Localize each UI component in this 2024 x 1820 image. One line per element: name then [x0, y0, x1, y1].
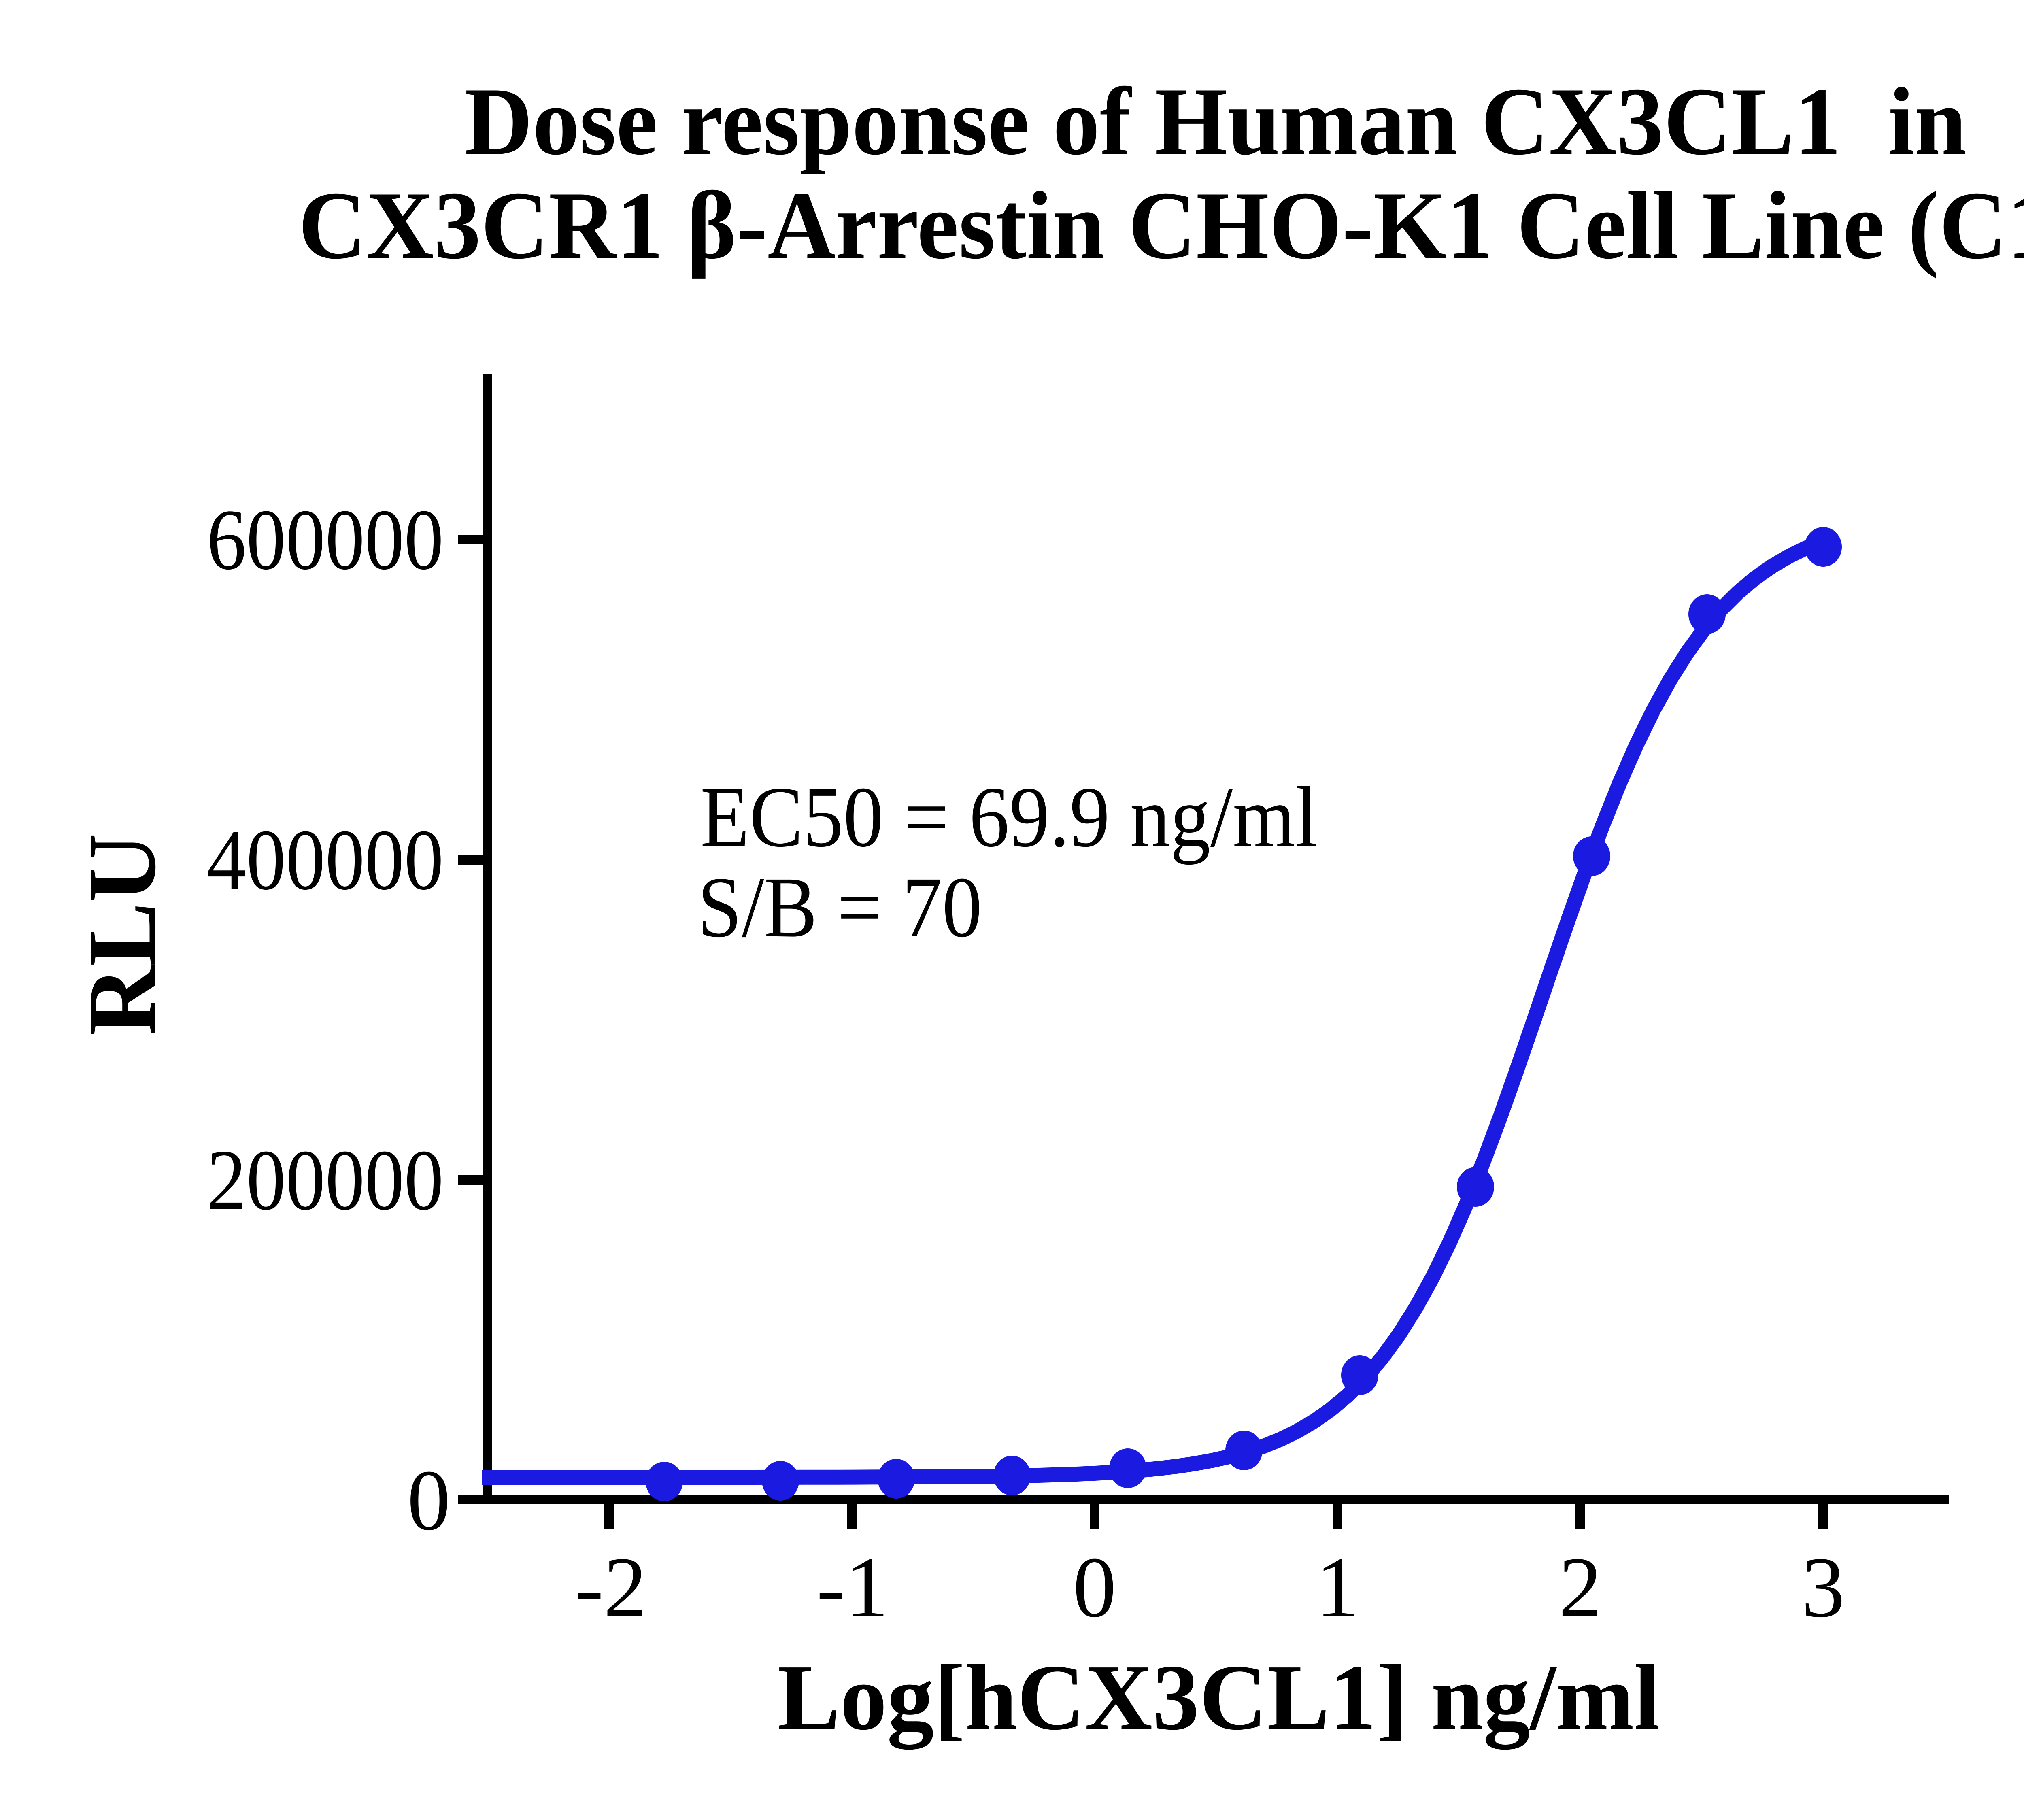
svg-text:RLU: RLU [68, 833, 176, 1035]
svg-text:Log[hCX3CL1] ng/ml: Log[hCX3CL1] ng/ml [778, 1646, 1660, 1750]
svg-text:200000: 200000 [207, 1132, 444, 1228]
svg-text:CX3CR1 β-Arrestin CHO-K1 Cell: CX3CR1 β-Arrestin CHO-K1 Cell Line (C13) [298, 172, 2024, 279]
svg-text:3: 3 [1802, 1539, 1845, 1635]
svg-text:0: 0 [407, 1452, 451, 1548]
svg-text:-1: -1 [816, 1539, 889, 1635]
svg-text:400000: 400000 [207, 812, 444, 908]
svg-text:0: 0 [1073, 1539, 1116, 1635]
svg-text:EC50 = 69.9 ng/ml: EC50 = 69.9 ng/ml [700, 769, 1318, 865]
svg-text:1: 1 [1316, 1539, 1359, 1635]
svg-text:-2: -2 [575, 1539, 647, 1635]
svg-text:S/B = 70: S/B = 70 [697, 859, 982, 955]
svg-text:Dose response of Human CX3CL1: Dose response of Human CX3CL1 in [465, 68, 1967, 175]
svg-text:2: 2 [1559, 1539, 1602, 1635]
svg-text:600000: 600000 [207, 492, 444, 588]
